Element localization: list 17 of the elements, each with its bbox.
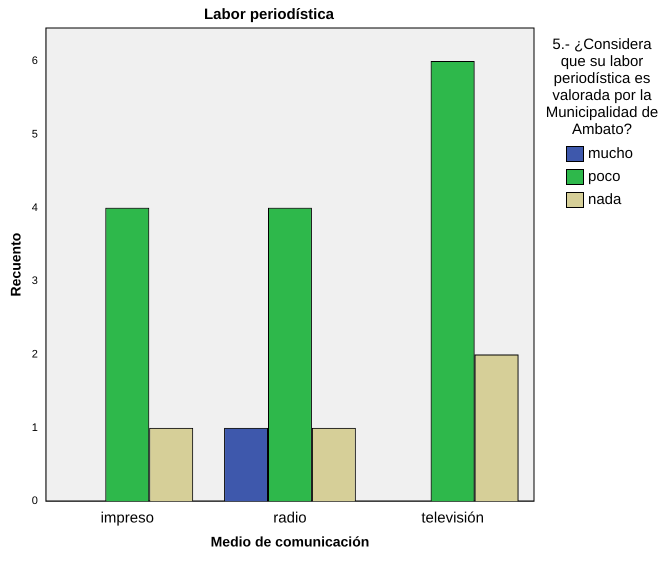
y-tick-label: 3	[32, 275, 38, 288]
y-tick-label: 1	[32, 422, 38, 434]
x-axis-title: Medio de comunicación	[210, 533, 370, 550]
x-tick-label: radio	[273, 509, 307, 526]
y-axis-title: Recuento	[7, 232, 24, 296]
y-tick-label: 6	[32, 55, 38, 68]
legend-label: mucho	[588, 145, 634, 162]
y-tick-label: 5	[32, 128, 38, 140]
legend-title: 5.- ¿Considera que su labor periodística es valorada por la Municipalidad de Ambato?	[544, 36, 660, 138]
y-tick-label: 2	[32, 348, 38, 361]
legend-label: poco	[588, 168, 621, 185]
legend-label: nada	[588, 191, 622, 208]
chart-title: Labor periodística	[204, 6, 335, 24]
y-tick-label: 0	[32, 495, 38, 508]
x-tick-label: televisión	[421, 509, 484, 526]
y-tick-label: 4	[32, 202, 38, 214]
x-tick-label: impreso	[100, 509, 154, 526]
